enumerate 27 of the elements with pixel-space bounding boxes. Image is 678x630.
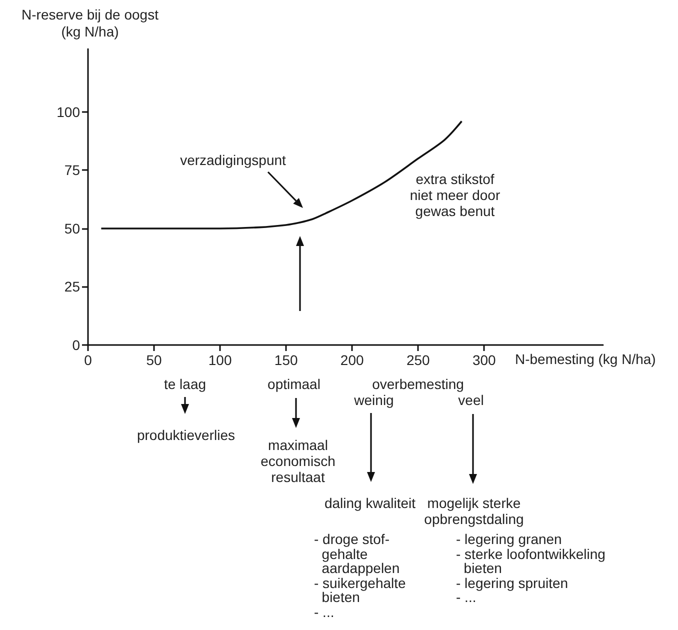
text: produktieverlies — [136, 427, 236, 443]
text: optimaal — [268, 376, 320, 392]
x-tick-label: 0 — [84, 352, 92, 368]
y-axis-title: N-reserve bij de oogst (kg N/ha) — [22, 6, 159, 40]
y-tick-label: 50 — [64, 220, 80, 236]
text: maximaal economisch resultaat — [260, 437, 336, 485]
text: - droge stof- gehalte aardappelen - suikergehalte bieten - ... — [314, 531, 406, 620]
y-tick-label: 75 — [64, 162, 80, 178]
x-axis-title: N-bemesting (kg N/ha) — [515, 351, 656, 367]
x-tick-label: 50 — [146, 352, 162, 368]
text: te laag — [164, 376, 206, 392]
text: veel — [458, 392, 484, 408]
text: overbemesting — [372, 376, 464, 392]
x-tick-label: 200 — [340, 352, 364, 368]
annotation: verzadigingspunt — [180, 152, 286, 168]
y-tick-label: 25 — [64, 278, 80, 295]
x-tick-label: 300 — [472, 352, 496, 368]
x-tick-label: 150 — [274, 352, 298, 368]
annotation: extra stikstof niet meer door gewas benut — [410, 171, 500, 219]
x-tick-label: 250 — [406, 352, 430, 368]
text: - legering granen - sterke loofontwikkeling bieten - legering spruiten - ... — [456, 531, 606, 605]
text: weinig — [354, 392, 394, 408]
y-tick-label: 0 — [72, 337, 80, 353]
x-tick-label: 100 — [208, 352, 232, 368]
y-tick-label: 100 — [56, 104, 80, 120]
text: mogelijk sterke opbrengstdaling — [424, 495, 524, 527]
text: daling kwaliteit — [324, 495, 416, 511]
